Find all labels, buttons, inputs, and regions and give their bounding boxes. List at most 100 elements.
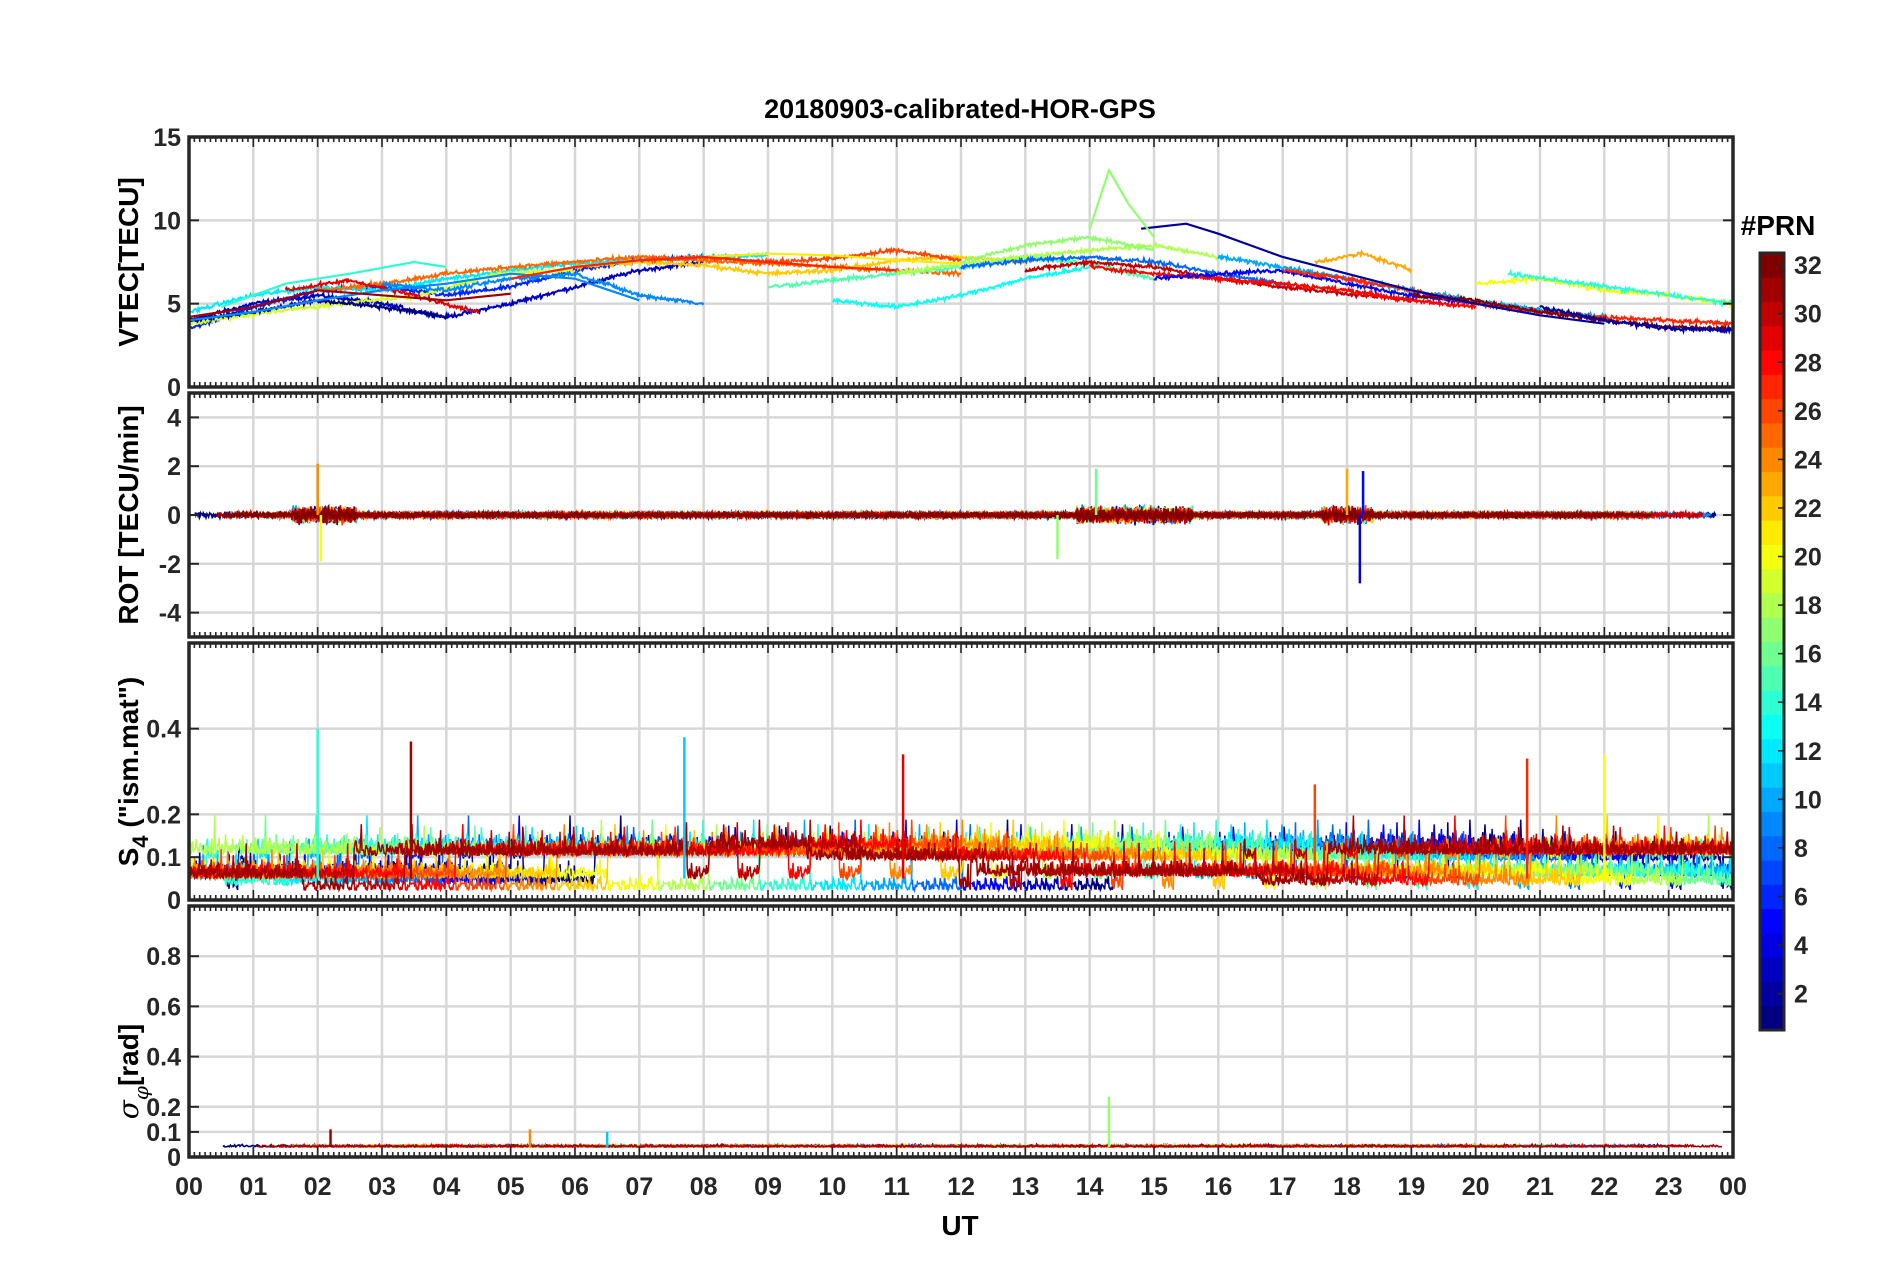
y-axis-label-text: [rad] — [113, 1024, 144, 1086]
y-axis-label: S4 ("ism.mat") — [113, 677, 153, 867]
s4-series-prn-31 — [189, 815, 1733, 893]
panel-s4: 00.10.20.4S4 ("ism.mat") — [113, 641, 1735, 915]
x-tick-label: 11 — [883, 1173, 910, 1201]
y-axis-label: VTEC[TECU] — [113, 177, 144, 347]
y-tick-label: 5 — [167, 291, 181, 319]
vtec-series-prn-13 — [831, 264, 1091, 311]
x-tick-label: 16 — [1204, 1173, 1232, 1201]
colorbar-swatch — [1760, 568, 1784, 594]
colorbar-swatch — [1760, 471, 1784, 497]
vtec-series-prn-15 — [767, 254, 1155, 289]
colorbar-swatch — [1760, 520, 1784, 545]
colorbar-tick-label: 8 — [1794, 835, 1808, 863]
s4-series-prn-26 — [189, 815, 1733, 893]
y-tick-label: 0.2 — [146, 1094, 181, 1122]
colorbar-tick-label: 24 — [1794, 446, 1822, 474]
colorbar-tick-label: 28 — [1794, 349, 1822, 377]
sigma-series-prn-31 — [256, 1142, 1723, 1149]
x-axis: UT 00 01 02 03 04 05 06 07 08 09 10 11 12 13 14 15 16 17 1… — [175, 1173, 1747, 1241]
axes-frame — [187, 904, 1735, 1159]
colorbar-tick-label: 20 — [1794, 544, 1822, 572]
vtec-series-9 — [189, 272, 640, 322]
y-tick-label: -4 — [159, 600, 181, 628]
vtec-series-21 — [703, 252, 962, 265]
x-tick-label: 03 — [368, 1173, 396, 1201]
y-tick-label: 4 — [167, 404, 181, 432]
y-tick-label: 0 — [167, 887, 181, 915]
y-tick-label: 0.8 — [146, 943, 181, 971]
panel-vtec: 0 5 10 15 VTEC[TECU] — [113, 124, 1735, 402]
colorbar-tick-label: 26 — [1794, 398, 1822, 426]
vtec-series-prn-2 — [1539, 305, 1733, 335]
vtec-series-14 — [220, 260, 447, 309]
colorbar-tick-label: 18 — [1794, 592, 1822, 620]
colorbar-swatch — [1760, 714, 1784, 740]
colorbar-swatch — [1760, 374, 1784, 400]
rot-series-prn-32 — [223, 503, 1653, 526]
y-tick-label: 2 — [167, 453, 181, 481]
x-tick-label: 21 — [1526, 1173, 1554, 1201]
colorbar-tick-label: 32 — [1794, 252, 1822, 280]
vtec-series-27 — [510, 255, 897, 280]
axes-frame — [187, 135, 1735, 389]
vtec-series-prn-28 — [1089, 264, 1477, 311]
x-axis-label: UT — [941, 1210, 978, 1241]
x-tick-label: 00 — [175, 1173, 203, 1201]
panel-rot: -4 -2 0 2 4 ROT [TECU/min] — [113, 391, 1735, 639]
colorbar-tick-label: 2 — [1794, 981, 1808, 1009]
x-tick-label: 18 — [1333, 1173, 1361, 1201]
x-tick-label: 04 — [432, 1173, 460, 1201]
series-group — [189, 728, 1733, 894]
y-axis-label-text: ("ism.mat") — [113, 677, 144, 836]
figure-title: 20180903-calibrated-HOR-GPS — [764, 94, 1156, 124]
x-tick-label: 13 — [1011, 1173, 1039, 1201]
colorbar-swatch — [1760, 325, 1784, 351]
colorbar-tick-label: 14 — [1794, 689, 1822, 717]
y-tick-label: 0.6 — [146, 993, 181, 1021]
colorbar-tick-label: 10 — [1794, 786, 1822, 814]
vtec-series-2 — [1140, 222, 1605, 325]
y-axis-label-subscript: 4 — [128, 835, 153, 848]
y-axis-label-sigma: σ — [112, 1099, 145, 1119]
colorbar-swatch — [1760, 665, 1784, 691]
y-tick-label: 15 — [153, 124, 181, 152]
x-tick-label: 08 — [690, 1173, 718, 1201]
colorbar-tick-label: 4 — [1794, 932, 1808, 960]
colorbar-swatch — [1760, 1005, 1784, 1031]
series-group — [222, 1096, 1723, 1149]
vtec-series-prn-17 — [960, 234, 1155, 264]
series-group — [189, 167, 1733, 335]
y-axis-label-text: S — [113, 848, 144, 867]
vtec-series-31 — [189, 289, 511, 319]
vtec-series-prn-29 — [284, 277, 480, 315]
axes-frame — [187, 391, 1735, 639]
colorbar-swatch — [1760, 957, 1784, 982]
colorbar-swatch — [1760, 422, 1784, 448]
colorbar-title: #PRN — [1741, 210, 1816, 241]
vtec-series-prn-20 — [1475, 274, 1733, 310]
x-tick-label: 06 — [561, 1173, 589, 1201]
y-tick-label: 0 — [167, 502, 181, 530]
x-tick-label: 02 — [304, 1173, 332, 1201]
x-tick-label: 10 — [818, 1173, 846, 1201]
y-tick-label: 0.2 — [146, 801, 181, 829]
x-tick-label: 01 — [239, 1173, 267, 1201]
vtec-series-prn-14 — [1507, 268, 1733, 309]
y-tick-label: 0 — [167, 374, 181, 402]
x-tick-label: 17 — [1269, 1173, 1297, 1201]
x-tick-label: 15 — [1140, 1173, 1168, 1201]
colorbar-tick-label: 12 — [1794, 738, 1822, 766]
y-tick-label: 0.4 — [146, 1044, 181, 1072]
colorbar-frame — [1758, 251, 1786, 1032]
vtec-series-17 — [1088, 167, 1155, 238]
series-group — [194, 463, 1717, 584]
y-axis-label: ROT [TECU/min] — [113, 405, 144, 624]
axes-frame — [187, 641, 1735, 902]
x-tick-label: 22 — [1590, 1173, 1618, 1201]
colorbar-swatch — [1760, 908, 1784, 934]
y-axis-label-subscript: φ — [129, 1086, 153, 1100]
colorbar-tick-label: 30 — [1794, 301, 1822, 329]
y-tick-label: 0.1 — [146, 1119, 181, 1147]
